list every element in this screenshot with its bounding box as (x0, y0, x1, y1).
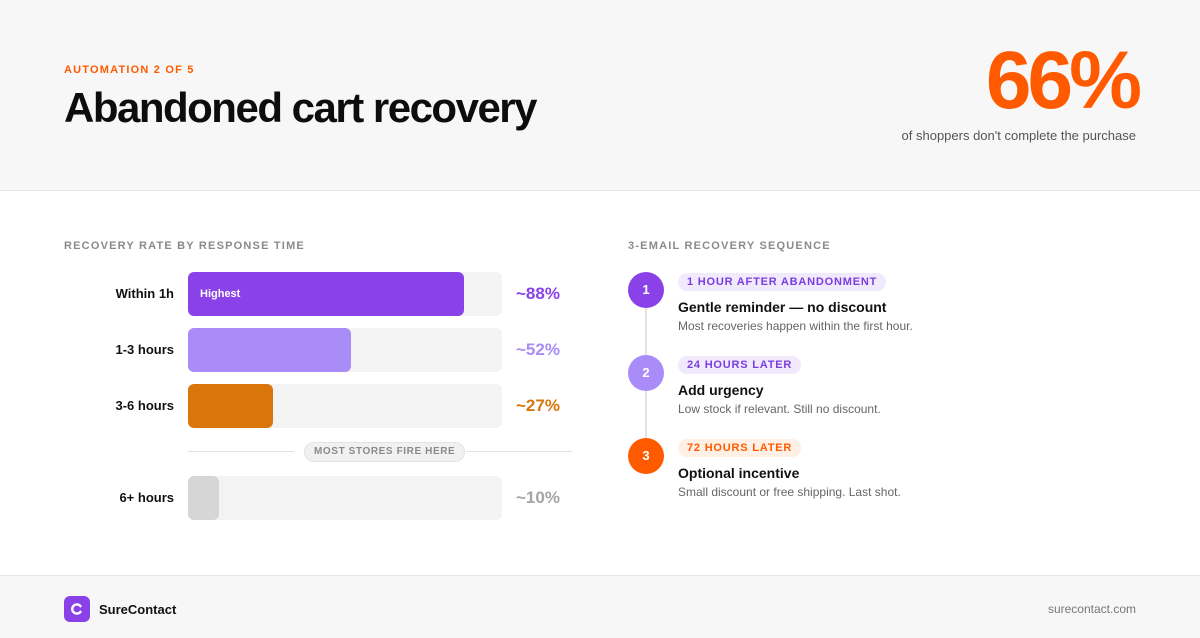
bar-row: 3-6 hours ~27% (64, 384, 584, 428)
automation-eyebrow: AUTOMATION 2 OF 5 (64, 64, 195, 76)
bar-category-label: 1-3 hours (115, 342, 174, 357)
step-title: Optional incentive (678, 465, 800, 481)
bar-track: Highest (188, 272, 502, 316)
step-number-badge: 3 (628, 438, 664, 474)
sequence-step: 2 24 HOURS LATER Add urgency Low stock i… (628, 355, 1148, 425)
annotation-divider: MOST STORES FIRE HERE (188, 441, 572, 463)
bar-category-label: 6+ hours (119, 490, 174, 505)
bar-value-label: ~88% (516, 284, 560, 303)
bar-category-label: Within 1h (115, 286, 174, 301)
step-timing-pill: 24 HOURS LATER (678, 356, 802, 374)
step-number-badge: 1 (628, 272, 664, 308)
bar-row: 6+ hours ~10% (64, 476, 584, 520)
bar: Highest (188, 272, 464, 316)
bar-track (188, 384, 502, 428)
step-description: Most recoveries happen within the first … (678, 319, 913, 333)
annotation-pill: MOST STORES FIRE HERE (304, 442, 466, 462)
brand-name[interactable]: SureContact (99, 602, 177, 617)
bar-track (188, 476, 502, 520)
bar (188, 384, 273, 428)
footer: SureContact surecontact.com (0, 575, 1200, 638)
sequence-title: 3-EMAIL RECOVERY SEQUENCE (628, 240, 831, 252)
page-title: Abandoned cart recovery (64, 84, 538, 131)
divider-line-left (188, 451, 294, 452)
bar-category-label: 3-6 hours (115, 398, 174, 413)
bar-value-label: ~52% (516, 340, 560, 359)
headline-stat: 66% (985, 35, 1142, 126)
divider-line-right (466, 451, 572, 452)
step-timing-pill: 72 HOURS LATER (678, 439, 802, 457)
bar (188, 476, 219, 520)
step-number-badge: 2 (628, 355, 664, 391)
step-timing-pill: 1 HOUR AFTER ABANDONMENT (678, 273, 887, 291)
surecontact-logo-icon[interactable] (64, 596, 90, 622)
bar-track (188, 328, 502, 372)
step-title: Add urgency (678, 382, 764, 398)
bar-row: Within 1h Highest ~88% (64, 272, 584, 316)
sequence-step: 3 72 HOURS LATER Optional incentive Smal… (628, 438, 1148, 508)
bar-value-label: ~10% (516, 488, 560, 507)
bar-row: 1-3 hours ~52% (64, 328, 584, 372)
sequence-step: 1 1 HOUR AFTER ABANDONMENT Gentle remind… (628, 272, 1148, 342)
step-description: Small discount or free shipping. Last sh… (678, 485, 901, 499)
step-description: Low stock if relevant. Still no discount… (678, 402, 881, 416)
step-title: Gentle reminder — no discount (678, 299, 887, 315)
website-link[interactable]: surecontact.com (1047, 602, 1136, 616)
bar-tag: Highest (200, 288, 241, 300)
chart-title: RECOVERY RATE BY RESPONSE TIME (64, 240, 305, 252)
bar (188, 328, 351, 372)
bar-value-label: ~27% (516, 396, 560, 415)
header: AUTOMATION 2 OF 5 Abandoned cart recover… (0, 0, 1200, 191)
headline-stat-caption: of shoppers don't complete the purchase (901, 128, 1136, 143)
